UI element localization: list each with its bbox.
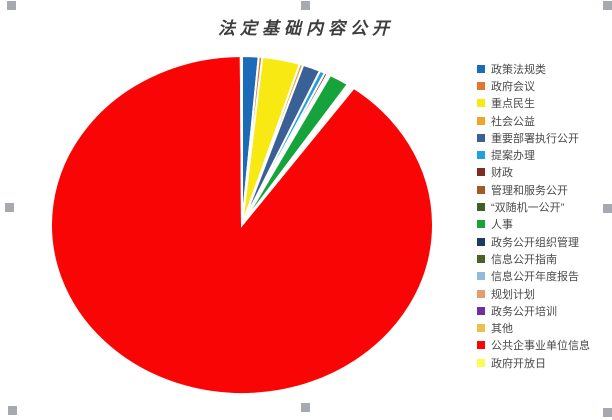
legend-swatch: [477, 64, 485, 73]
legend-swatch: [477, 203, 485, 212]
selection-handle-top-middle[interactable]: [301, 1, 310, 10]
legend-swatch: [477, 116, 485, 125]
legend-swatch: [477, 151, 485, 160]
legend-label: 其他: [491, 323, 513, 336]
legend-item-4[interactable]: 重要部署执行公开: [477, 129, 590, 146]
legend-item-6[interactable]: 财政: [477, 164, 590, 181]
legend-swatch: [477, 185, 485, 194]
legend-label: 政府开放日: [491, 357, 546, 370]
legend-swatch: [477, 133, 485, 142]
legend-item-3[interactable]: 社会公益: [477, 112, 590, 129]
legend-label: “双随机一公开”: [491, 202, 565, 215]
legend-swatch: [477, 306, 485, 315]
selection-handle-middle-right[interactable]: [603, 204, 612, 213]
legend-label: 政务公开培训: [491, 305, 557, 318]
selection-handle-bottom-right[interactable]: [603, 408, 612, 417]
legend-swatch: [477, 220, 485, 229]
legend-item-12[interactable]: 信息公开年度报告: [477, 268, 590, 285]
selection-handle-top-left[interactable]: [7, 1, 16, 10]
legend-item-11[interactable]: 信息公开指南: [477, 250, 590, 267]
legend-label: 信息公开年度报告: [491, 271, 579, 284]
legend-label: 规划计划: [491, 288, 535, 301]
legend-label: 财政: [491, 167, 513, 180]
legend-item-2[interactable]: 重点民生: [477, 95, 590, 112]
legend-swatch: [477, 289, 485, 298]
legend-swatch: [477, 358, 485, 367]
legend-item-5[interactable]: 提案办理: [477, 146, 590, 163]
legend-swatch: [477, 237, 485, 246]
legend-item-7[interactable]: 管理和服务公开: [477, 181, 590, 198]
legend-label: 信息公开指南: [491, 253, 557, 266]
legend-swatch: [477, 81, 485, 90]
selection-handle-top-right[interactable]: [603, 1, 612, 10]
legend-label: 社会公益: [491, 115, 535, 128]
legend-item-9[interactable]: 人事: [477, 216, 590, 233]
legend-label: 重点民生: [491, 98, 535, 111]
legend-label: 重要部署执行公开: [491, 132, 579, 145]
legend-swatch: [477, 341, 485, 350]
legend-label: 政务公开组织管理: [491, 236, 579, 249]
legend-item-1[interactable]: 政府会议: [477, 77, 590, 94]
chart-title: 法定基础内容公开: [218, 19, 394, 38]
legend-label: 提案办理: [491, 150, 535, 163]
legend-item-16[interactable]: 公共企事业单位信息: [477, 337, 590, 354]
legend-swatch: [477, 324, 485, 333]
legend-swatch: [477, 254, 485, 263]
legend: 政策法规类政府会议重点民生社会公益重要部署执行公开 提案办理财政管理和服务公开 “双…: [477, 60, 590, 371]
selection-handle-bottom-left[interactable]: [8, 406, 17, 415]
selection-handle-middle-left[interactable]: [5, 203, 14, 212]
legend-swatch: [477, 168, 485, 177]
legend-item-15[interactable]: 其他: [477, 319, 590, 336]
legend-item-13[interactable]: 规划计划: [477, 285, 590, 302]
legend-item-8[interactable]: “双随机一公开”: [477, 198, 590, 215]
pie-slice-17[interactable]: [239, 54, 243, 226]
legend-label: 人事: [491, 219, 513, 232]
legend-swatch: [477, 99, 485, 108]
legend-item-17[interactable]: 政府开放日: [477, 354, 590, 371]
legend-label: 管理和服务公开: [491, 184, 568, 197]
legend-label: 政策法规类: [491, 63, 546, 76]
legend-label: 政府会议: [491, 80, 535, 93]
legend-item-14[interactable]: 政务公开培训: [477, 302, 590, 319]
selection-handle-bottom-middle[interactable]: [301, 403, 310, 412]
legend-swatch: [477, 272, 485, 281]
legend-label: 公共企事业单位信息: [491, 340, 590, 353]
legend-item-0[interactable]: 政策法规类: [477, 60, 590, 77]
legend-item-10[interactable]: 政务公开组织管理: [477, 233, 590, 250]
